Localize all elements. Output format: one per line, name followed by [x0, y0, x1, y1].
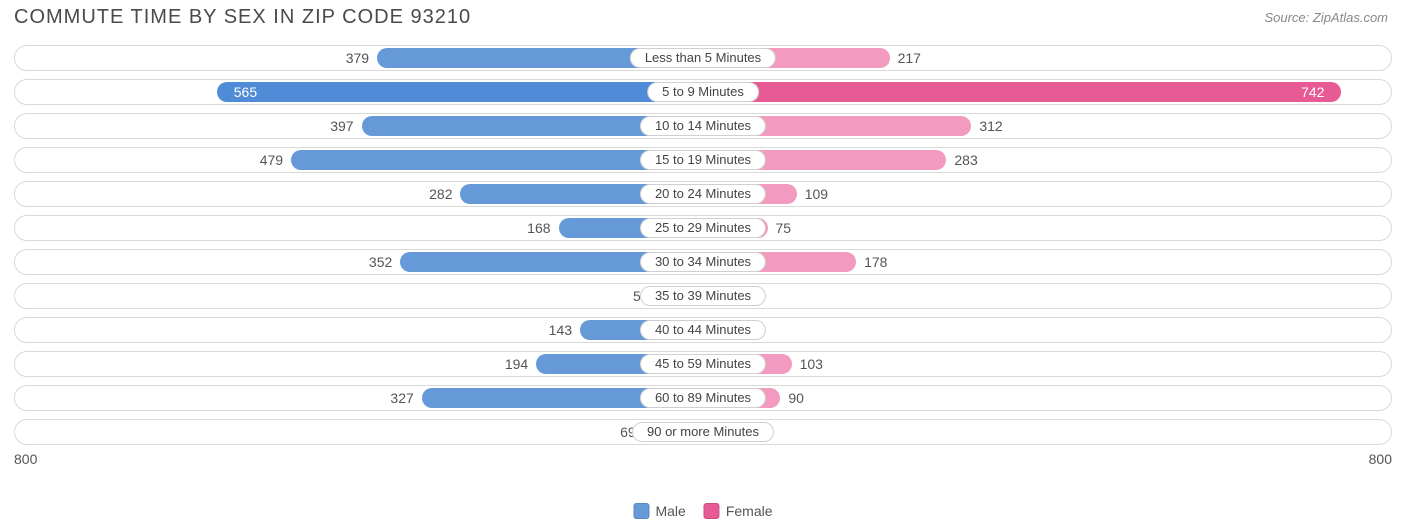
category-label: Less than 5 Minutes [630, 48, 776, 68]
category-label: 20 to 24 Minutes [640, 184, 766, 204]
value-female: 75 [776, 220, 792, 236]
bar-row: 397 312 10 to 14 Minutes [14, 113, 1392, 139]
value-male: 565 [234, 84, 257, 100]
bar-row: 542935 to 39 Minutes [14, 283, 1392, 309]
swatch-male [633, 503, 649, 519]
category-label: 60 to 89 Minutes [640, 388, 766, 408]
value-male: 282 [429, 186, 452, 202]
axis-max-left: 800 [14, 451, 37, 467]
chart-source: Source: ZipAtlas.com [1264, 6, 1388, 25]
category-label: 45 to 59 Minutes [640, 354, 766, 374]
value-female: 103 [800, 356, 823, 372]
bar-row: 282 109 20 to 24 Minutes [14, 181, 1392, 207]
swatch-female [704, 503, 720, 519]
bar-row: 194 103 45 to 59 Minutes [14, 351, 1392, 377]
bar-male [217, 82, 703, 102]
bar-row: 143040 to 44 Minutes [14, 317, 1392, 343]
value-female: 312 [979, 118, 1002, 134]
bar-row: 379 217 Less than 5 Minutes [14, 45, 1392, 71]
value-male: 479 [260, 152, 283, 168]
legend-item-female: Female [704, 503, 773, 519]
value-male: 352 [369, 254, 392, 270]
bar-row: 565 742 5 to 9 Minutes [14, 79, 1392, 105]
chart-header: COMMUTE TIME BY SEX IN ZIP CODE 93210 So… [0, 0, 1406, 33]
value-female: 109 [805, 186, 828, 202]
chart-title: COMMUTE TIME BY SEX IN ZIP CODE 93210 [14, 6, 471, 29]
value-male: 379 [346, 50, 369, 66]
bar-female [703, 82, 1341, 102]
bar-row: 692090 or more Minutes [14, 419, 1392, 445]
value-male: 194 [505, 356, 528, 372]
legend: Male Female [633, 503, 772, 519]
value-female: 742 [1301, 84, 1324, 100]
value-female: 178 [864, 254, 887, 270]
legend-label-male: Male [655, 503, 685, 519]
bar-row: 327 90 60 to 89 Minutes [14, 385, 1392, 411]
category-label: 90 or more Minutes [632, 422, 774, 442]
value-male: 397 [330, 118, 353, 134]
legend-label-female: Female [726, 503, 773, 519]
bar-row: 168 75 25 to 29 Minutes [14, 215, 1392, 241]
diverging-bar-chart: 379 217 Less than 5 Minutes 565 742 5 to 9 Mi… [0, 33, 1406, 445]
value-female: 283 [954, 152, 977, 168]
category-label: 40 to 44 Minutes [640, 320, 766, 340]
category-label: 15 to 19 Minutes [640, 150, 766, 170]
value-male: 327 [390, 390, 413, 406]
bar-row: 352 178 30 to 34 Minutes [14, 249, 1392, 275]
value-female: 90 [788, 390, 804, 406]
value-female: 217 [898, 50, 921, 66]
legend-item-male: Male [633, 503, 685, 519]
axis-max-right: 800 [1369, 451, 1392, 467]
category-label: 10 to 14 Minutes [640, 116, 766, 136]
x-axis: 800 800 [0, 451, 1406, 467]
category-label: 30 to 34 Minutes [640, 252, 766, 272]
category-label: 35 to 39 Minutes [640, 286, 766, 306]
value-male: 143 [549, 322, 572, 338]
category-label: 5 to 9 Minutes [647, 82, 759, 102]
category-label: 25 to 29 Minutes [640, 218, 766, 238]
bar-row: 479 283 15 to 19 Minutes [14, 147, 1392, 173]
value-male: 168 [527, 220, 550, 236]
